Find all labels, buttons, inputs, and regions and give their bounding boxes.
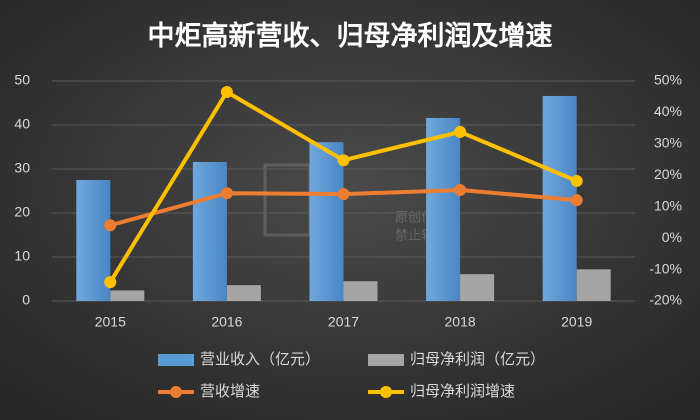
point (104, 276, 117, 289)
y-tick-label: 20 (14, 204, 30, 220)
bar (426, 117, 461, 302)
bar (576, 269, 611, 301)
y2-tick-label: -10% (649, 260, 682, 276)
x-tick-label: 2018 (445, 314, 476, 330)
legend-swatch (158, 354, 194, 366)
legend-swatch (170, 386, 182, 398)
point (454, 184, 467, 197)
bar (110, 290, 145, 301)
y2-tick-label: -20% (649, 292, 682, 308)
legend-label: 营收增速 (200, 383, 260, 400)
chart-title: 中炬高新营收、归母净利润及增速 (148, 20, 553, 51)
y-tick-label: 10 (14, 248, 30, 264)
bar (460, 274, 495, 301)
bar (226, 285, 261, 301)
legend-swatch (368, 354, 404, 366)
y-tick-label: 30 (14, 160, 30, 176)
point (454, 125, 467, 138)
point (220, 187, 233, 200)
x-tick-label: 2016 (211, 314, 242, 330)
point (220, 86, 233, 98)
point (570, 174, 583, 187)
y-tick-label: 50 (14, 72, 30, 88)
y2-tick-label: 20% (654, 166, 682, 182)
point (570, 194, 583, 207)
y2-tick-label: 0% (662, 229, 682, 245)
point (337, 188, 350, 201)
y2-tick-label: 40% (654, 103, 682, 119)
legend-label: 归母净利润（亿元） (410, 351, 545, 368)
x-tick-label: 2017 (328, 314, 359, 330)
legend-swatch (380, 386, 392, 398)
y2-tick-label: 10% (654, 197, 682, 213)
legend-label: 营业收入（亿元） (200, 351, 320, 368)
legend-label: 归母净利润增速 (410, 383, 515, 400)
point (337, 154, 350, 167)
x-tick-label: 2019 (561, 314, 592, 330)
bar (192, 161, 227, 301)
y-tick-label: 0 (22, 292, 30, 308)
y-tick-label: 40 (14, 116, 30, 132)
bar (309, 142, 344, 301)
bar (343, 281, 378, 301)
y2-tick-label: 30% (654, 135, 682, 151)
x-tick-label: 2015 (95, 314, 126, 330)
point (104, 219, 117, 232)
y2-tick-label: 50% (654, 72, 682, 88)
